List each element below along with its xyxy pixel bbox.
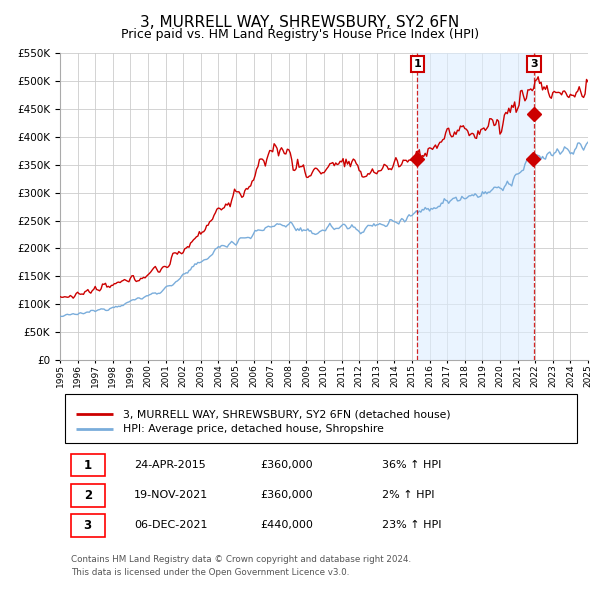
Bar	[71, 484, 105, 507]
Text: 1: 1	[83, 458, 92, 471]
Bar	[65, 394, 577, 442]
Text: 3, MURRELL WAY, SHREWSBURY, SY2 6FN: 3, MURRELL WAY, SHREWSBURY, SY2 6FN	[140, 15, 460, 30]
Text: 24-APR-2015: 24-APR-2015	[134, 460, 206, 470]
Bar	[71, 454, 105, 477]
Text: 23% ↑ HPI: 23% ↑ HPI	[382, 520, 442, 530]
Bar	[71, 514, 105, 537]
Text: 19-NOV-2021: 19-NOV-2021	[134, 490, 208, 500]
Text: 2% ↑ HPI: 2% ↑ HPI	[382, 490, 434, 500]
Bar	[418, 53, 534, 360]
Text: 3, MURRELL WAY, SHREWSBURY, SY2 6FN (detached house): 3, MURRELL WAY, SHREWSBURY, SY2 6FN (det…	[124, 409, 451, 419]
Text: 06-DEC-2021: 06-DEC-2021	[134, 520, 208, 530]
Text: This data is licensed under the Open Government Licence v3.0.: This data is licensed under the Open Gov…	[71, 568, 349, 577]
Text: £440,000: £440,000	[260, 520, 314, 530]
Text: 1: 1	[413, 59, 421, 69]
Text: Price paid vs. HM Land Registry's House Price Index (HPI): Price paid vs. HM Land Registry's House …	[121, 28, 479, 41]
Text: Contains HM Land Registry data © Crown copyright and database right 2024.: Contains HM Land Registry data © Crown c…	[71, 555, 410, 564]
Text: 3: 3	[83, 519, 92, 532]
Text: 3: 3	[530, 59, 538, 69]
Text: 2: 2	[83, 489, 92, 502]
Text: 36% ↑ HPI: 36% ↑ HPI	[382, 460, 442, 470]
Text: £360,000: £360,000	[260, 490, 313, 500]
Text: HPI: Average price, detached house, Shropshire: HPI: Average price, detached house, Shro…	[124, 424, 384, 434]
Text: £360,000: £360,000	[260, 460, 313, 470]
